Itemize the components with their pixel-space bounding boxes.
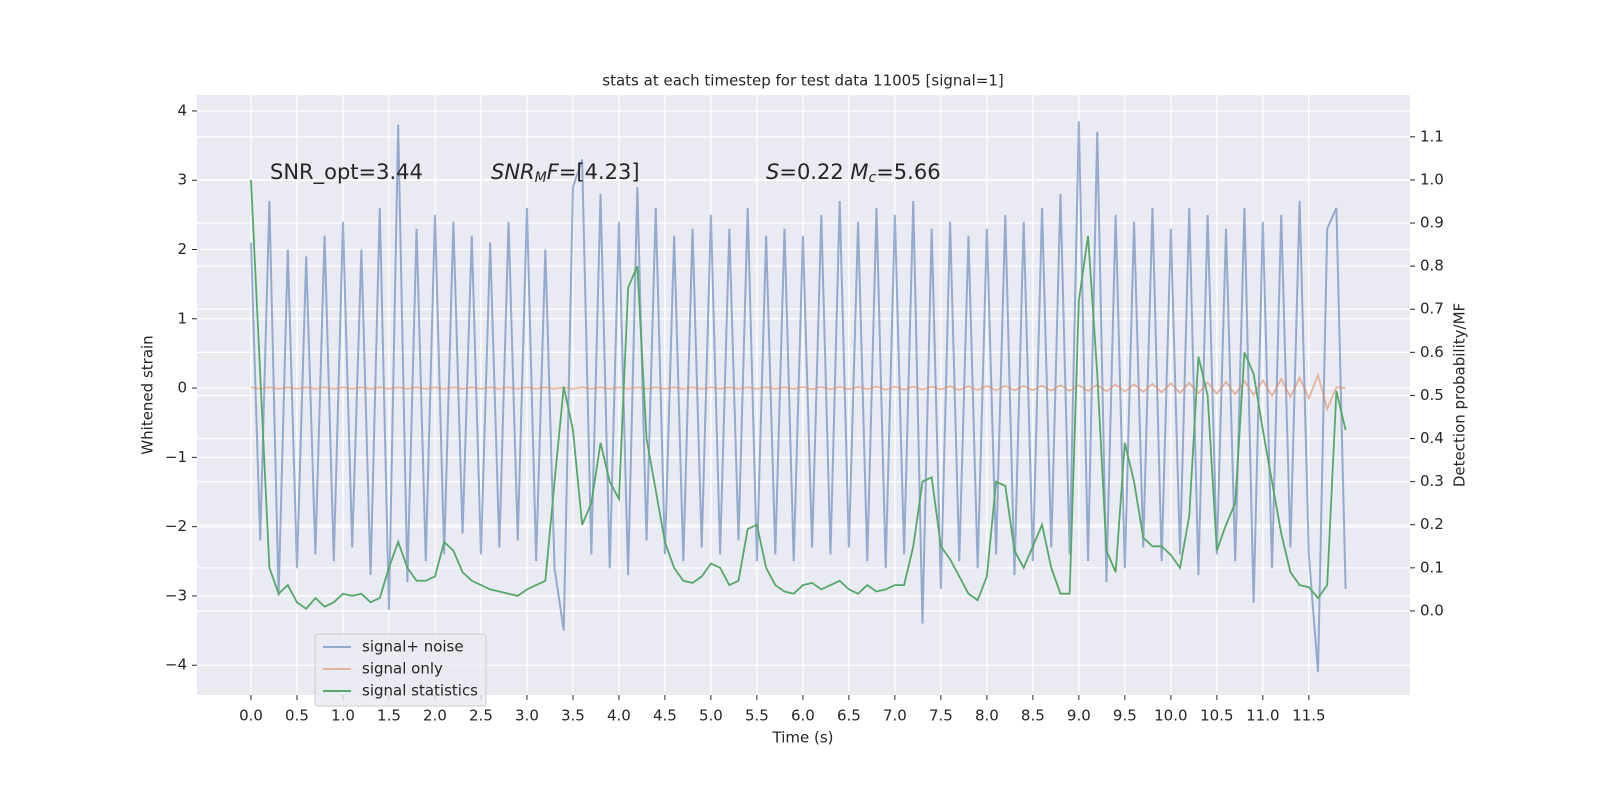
y2-tick-label: 0.4 <box>1420 429 1444 447</box>
legend-label: signal only <box>362 660 443 678</box>
y2-tick-label: 0.3 <box>1420 472 1444 490</box>
x-tick-label: 11.5 <box>1292 707 1325 725</box>
legend-label: signal+ noise <box>362 638 464 656</box>
annotation-part: F <box>547 160 560 184</box>
y2-axis-label: Detection probability/MF <box>1451 303 1469 487</box>
x-tick-label: 5.5 <box>745 707 769 725</box>
annotation: S=0.22 Mc=5.66 <box>766 160 941 186</box>
y2-tick-label: 0.8 <box>1420 257 1444 275</box>
annotation-part: M <box>535 170 547 186</box>
marks <box>249 121 1347 673</box>
x-tick-label: 2.0 <box>423 707 447 725</box>
y-tick-label: −3 <box>165 586 187 604</box>
legend-box <box>314 633 487 707</box>
x-tick-label: 10.5 <box>1200 707 1233 725</box>
y2-tick-label: 1.1 <box>1420 127 1444 145</box>
y2-tick-label: 0.0 <box>1420 601 1444 619</box>
series-line <box>250 372 1346 412</box>
series-line <box>249 121 1347 673</box>
x-tick-label: 6.5 <box>837 707 861 725</box>
x-tick-label: 1.5 <box>377 707 401 725</box>
y2-tick-label: 0.9 <box>1420 214 1444 232</box>
annotation-part: =5.66 <box>876 160 940 184</box>
y2-tick-label: 0.7 <box>1420 300 1444 318</box>
x-tick-label: 2.5 <box>469 707 493 725</box>
annotation-part: S <box>766 160 779 184</box>
x-tick-label: 4.0 <box>607 707 631 725</box>
y-tick-label: 0 <box>177 379 187 397</box>
x-tick-label: 7.0 <box>883 707 907 725</box>
x-tick-label: 1.0 <box>331 707 355 725</box>
y2-tick-label: 0.2 <box>1420 515 1444 533</box>
x-tick-label: 3.5 <box>561 707 585 725</box>
legend-label: signal statistics <box>362 682 478 700</box>
x-tick-label: 11.0 <box>1246 707 1279 725</box>
series-line <box>250 179 1347 610</box>
y-tick-label: 4 <box>177 101 187 119</box>
x-tick-label: 8.5 <box>1021 707 1045 725</box>
y-tick-label: −4 <box>165 656 187 674</box>
x-tick-label: 5.0 <box>699 707 723 725</box>
annotation-part: SNR <box>491 160 535 184</box>
grid <box>197 95 1410 695</box>
chart-title: stats at each timestep for test data 110… <box>602 72 1003 90</box>
x-tick-label: 9.0 <box>1067 707 1091 725</box>
annotation-part: M <box>850 160 868 184</box>
x-tick-label: 3.0 <box>515 707 539 725</box>
y2-tick-label: 0.1 <box>1420 558 1444 576</box>
y2-tick-label: 0.6 <box>1420 343 1444 361</box>
x-tick-label: 4.5 <box>653 707 677 725</box>
annotation-part: SNR_opt=3.44 <box>270 160 423 185</box>
y2-tick-label: 1.0 <box>1420 170 1444 188</box>
y-tick-label: −2 <box>165 517 187 535</box>
y-tick-label: 3 <box>177 171 187 189</box>
annotation-part: =[4.23] <box>559 160 640 184</box>
annotation: SNR_opt=3.44 <box>270 160 423 185</box>
annotation-part: c <box>869 170 877 186</box>
y2-tick-label: 0.5 <box>1420 386 1444 404</box>
x-tick-label: 7.5 <box>929 707 953 725</box>
x-tick-label: 9.5 <box>1113 707 1137 725</box>
y-tick-label: 1 <box>177 309 187 327</box>
x-tick-label: 0.5 <box>285 707 309 725</box>
y-tick-label: −1 <box>165 448 187 466</box>
annotation: SNRMF=[4.23] <box>491 160 640 186</box>
x-tick-label: 8.0 <box>975 707 999 725</box>
y-tick-label: 2 <box>177 240 187 258</box>
x-tick-label: 0.0 <box>239 707 263 725</box>
annotation-part: =0.22 <box>779 160 850 184</box>
x-tick-label: 6.0 <box>791 707 815 725</box>
x-tick-label: 10.0 <box>1154 707 1187 725</box>
x-axis-label: Time (s) <box>772 729 834 747</box>
y-axis-label: Whitened strain <box>139 335 157 454</box>
